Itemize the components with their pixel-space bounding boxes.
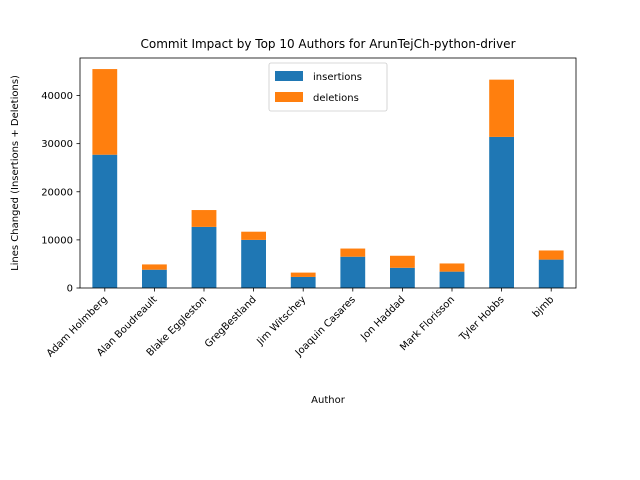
bar-deletions-blake-eggleston: [191, 210, 217, 227]
y-tick-label: 20000: [41, 187, 73, 198]
bar-insertions-alan-boudreault: [142, 269, 167, 288]
bar-deletions-joaquin-casares: [340, 248, 366, 257]
legend: insertions deletions: [268, 62, 388, 112]
bar-insertions-bjmb: [538, 259, 564, 288]
bar-insertions-tyler-hobbs: [489, 136, 514, 288]
bar-deletions-mark-florisson: [439, 263, 465, 272]
y-ticks-group: 0 10000 20000 30000 40000: [41, 91, 80, 295]
y-tick-label: 30000: [41, 139, 73, 150]
x-tick-label: bjmb: [531, 294, 557, 320]
bar-deletions-alan-boudreault: [142, 264, 167, 270]
chart-title: Commit Impact by Top 10 Authors for Arun…: [140, 37, 515, 51]
bar-deletions-jim-witschey: [290, 272, 316, 277]
legend-label-insertions: insertions: [313, 72, 362, 83]
bar-insertions-gregbestland: [241, 239, 266, 288]
legend-swatch-deletions: [275, 92, 303, 102]
bars-group: [92, 69, 564, 288]
bar-insertions-joaquin-casares: [340, 256, 366, 288]
bar-deletions-adam-holmberg: [92, 69, 118, 155]
y-tick-label: 0: [67, 284, 73, 295]
bar-deletions-jon-haddad: [390, 255, 415, 268]
x-tick-label: Jon Haddad: [358, 294, 407, 343]
x-tick-label: Jim Witschey: [254, 294, 308, 348]
bar-deletions-bjmb: [538, 250, 564, 260]
bar-deletions-tyler-hobbs: [489, 79, 514, 137]
bar-insertions-jim-witschey: [290, 276, 316, 288]
legend-label-deletions: deletions: [313, 93, 359, 104]
x-tick-label: Tyler Hobbs: [457, 294, 507, 344]
bar-insertions-adam-holmberg: [92, 154, 118, 288]
bar-insertions-jon-haddad: [390, 267, 415, 288]
x-tick-label: Mark Florisson: [398, 294, 457, 353]
x-axis-label: Author: [311, 395, 346, 406]
y-tick-label: 40000: [41, 91, 73, 102]
y-tick-label: 10000: [41, 235, 73, 246]
bar-insertions-blake-eggleston: [191, 226, 217, 288]
bar-deletions-gregbestland: [241, 231, 266, 240]
legend-swatch-insertions: [275, 71, 303, 81]
plot-frame: [79, 57, 577, 289]
x-tick-label: GregBestland: [203, 294, 259, 350]
y-axis-label: Lines Changed (Insertions + Deletions): [10, 75, 21, 271]
bar-insertions-mark-florisson: [439, 271, 465, 288]
